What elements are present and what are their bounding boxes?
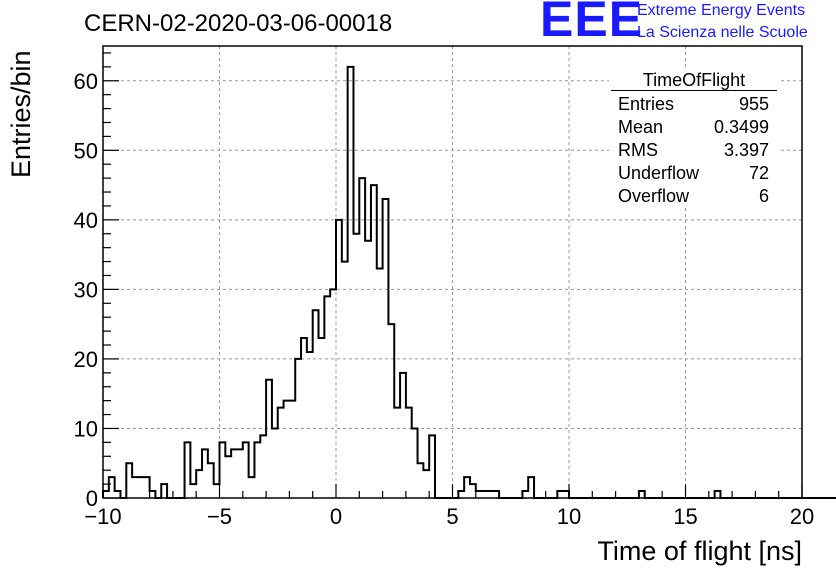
- y-tick-label: 0: [86, 486, 98, 511]
- y-tick-label: 30: [74, 277, 98, 302]
- stats-value: 3.397: [723, 140, 769, 160]
- stats-label: Overflow: [618, 186, 690, 206]
- y-tick-label: 60: [74, 69, 98, 94]
- y-tick-label: 20: [74, 347, 98, 372]
- x-tick-label: 10: [557, 504, 581, 529]
- x-tick-label: 5: [446, 504, 458, 529]
- stats-box-title: TimeOfFlight: [642, 70, 746, 90]
- stats-row-rms: RMS 3.397: [618, 140, 769, 162]
- stats-label: RMS: [618, 140, 658, 160]
- x-tick-labels: −10 −5 0 5 10 15 20: [84, 504, 814, 529]
- axis-ticks: [102, 52, 803, 499]
- x-axis-label: Time of flight [ns]: [597, 536, 802, 566]
- stats-row-overflow: Overflow 6: [618, 186, 769, 208]
- y-tick-label: 10: [74, 416, 98, 441]
- x-tick-label: 0: [330, 504, 342, 529]
- x-tick-label: −5: [207, 504, 232, 529]
- y-tick-labels: 0 10 20 30 40 50 60: [74, 69, 98, 511]
- stats-row-underflow: Underflow 72: [618, 163, 769, 185]
- stats-row-mean: Mean 0.3499: [618, 117, 769, 139]
- run-title: CERN-02-2020-03-06-00018: [84, 10, 393, 37]
- x-tick-label: 15: [673, 504, 697, 529]
- y-tick-label: 50: [74, 138, 98, 163]
- grid-lines: [103, 46, 802, 498]
- stats-label: Entries: [618, 94, 675, 114]
- stats-label: Mean: [618, 117, 664, 137]
- stats-value: 72: [748, 163, 769, 183]
- stats-value: 6: [758, 186, 769, 206]
- x-tick-label: 20: [790, 504, 814, 529]
- stats-box-divider: [611, 90, 777, 91]
- stats-value: 955: [738, 94, 769, 114]
- stats-label: Underflow: [618, 163, 700, 183]
- stats-row-entries: Entries 955: [618, 94, 769, 116]
- eee-logo: EEE: [540, 0, 644, 47]
- y-axis-label: Entries/bin: [6, 50, 36, 178]
- x-tick-label: −10: [84, 504, 121, 529]
- stats-box: TimeOfFlight Entries 955 Mean 0.3499 RMS…: [609, 68, 779, 208]
- logo-line-2: La Scienza nelle Scuole: [637, 24, 808, 41]
- y-tick-label: 40: [74, 208, 98, 233]
- stats-value: 0.3499: [713, 117, 769, 137]
- logo-line-1: Extreme Energy Events: [637, 2, 806, 19]
